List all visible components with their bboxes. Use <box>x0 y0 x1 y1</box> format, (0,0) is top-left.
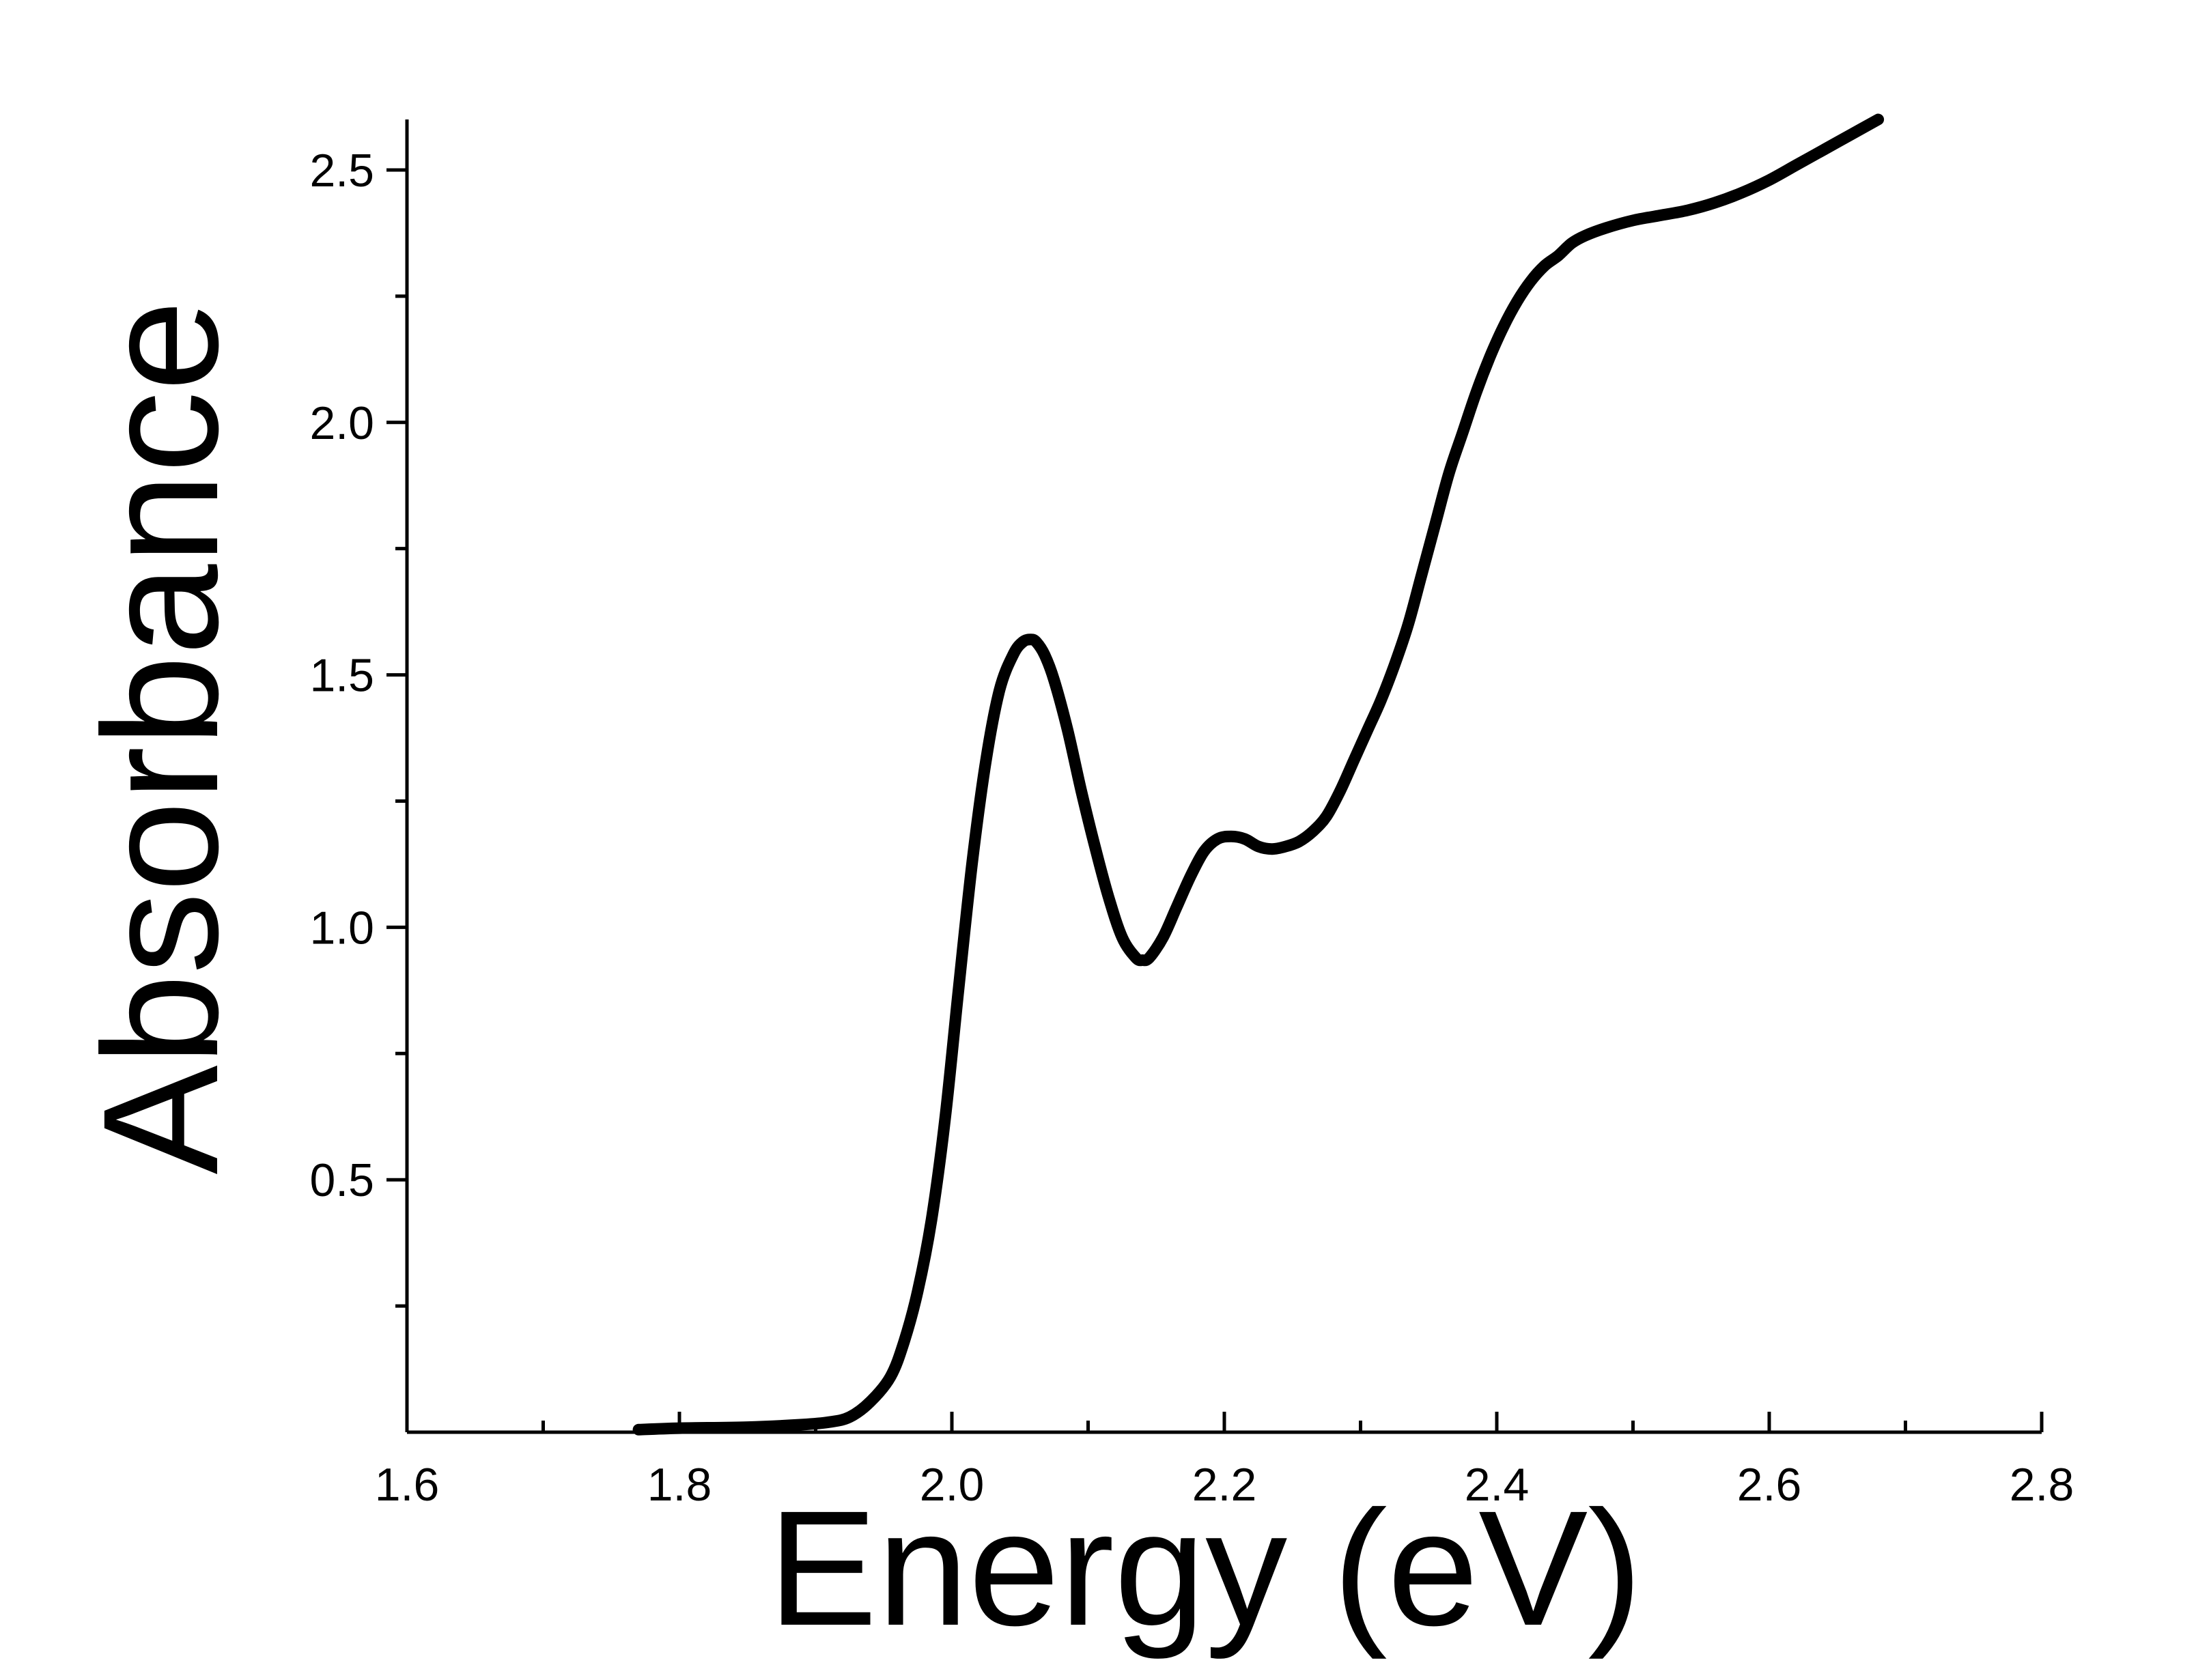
y-tick-label: 1.0 <box>309 902 374 954</box>
tick-labels-layer: 1.6 1.8 2.0 2.2 2.4 2.6 2.8 0.5 1.0 1.5 2.0 2.5 <box>309 145 2074 1511</box>
x-tick-label: 1.8 <box>647 1459 712 1511</box>
x-tick-label: 2.8 <box>2010 1459 2074 1511</box>
absorbance-series-line <box>632 113 1885 1436</box>
x-tick-label: 2.6 <box>1737 1459 1802 1511</box>
axes-layer <box>405 119 2042 1434</box>
x-tick-label: 1.6 <box>375 1459 440 1511</box>
y-tick-label: 2.5 <box>309 145 374 197</box>
y-tick-label: 2.0 <box>309 397 374 449</box>
y-tick-label: 0.5 <box>309 1154 374 1206</box>
y-tick-label: 1.5 <box>309 650 374 702</box>
x-tick-label: 2.2 <box>1192 1459 1257 1511</box>
x-tick-label: 2.0 <box>920 1459 985 1511</box>
ticks-layer <box>386 168 2044 1432</box>
y-axis-title: Absorbance <box>69 300 252 1175</box>
x-tick-label: 2.4 <box>1465 1459 1530 1511</box>
x-axis-title: Energy (eV) <box>768 1477 1643 1660</box>
series-layer <box>632 113 1885 1436</box>
